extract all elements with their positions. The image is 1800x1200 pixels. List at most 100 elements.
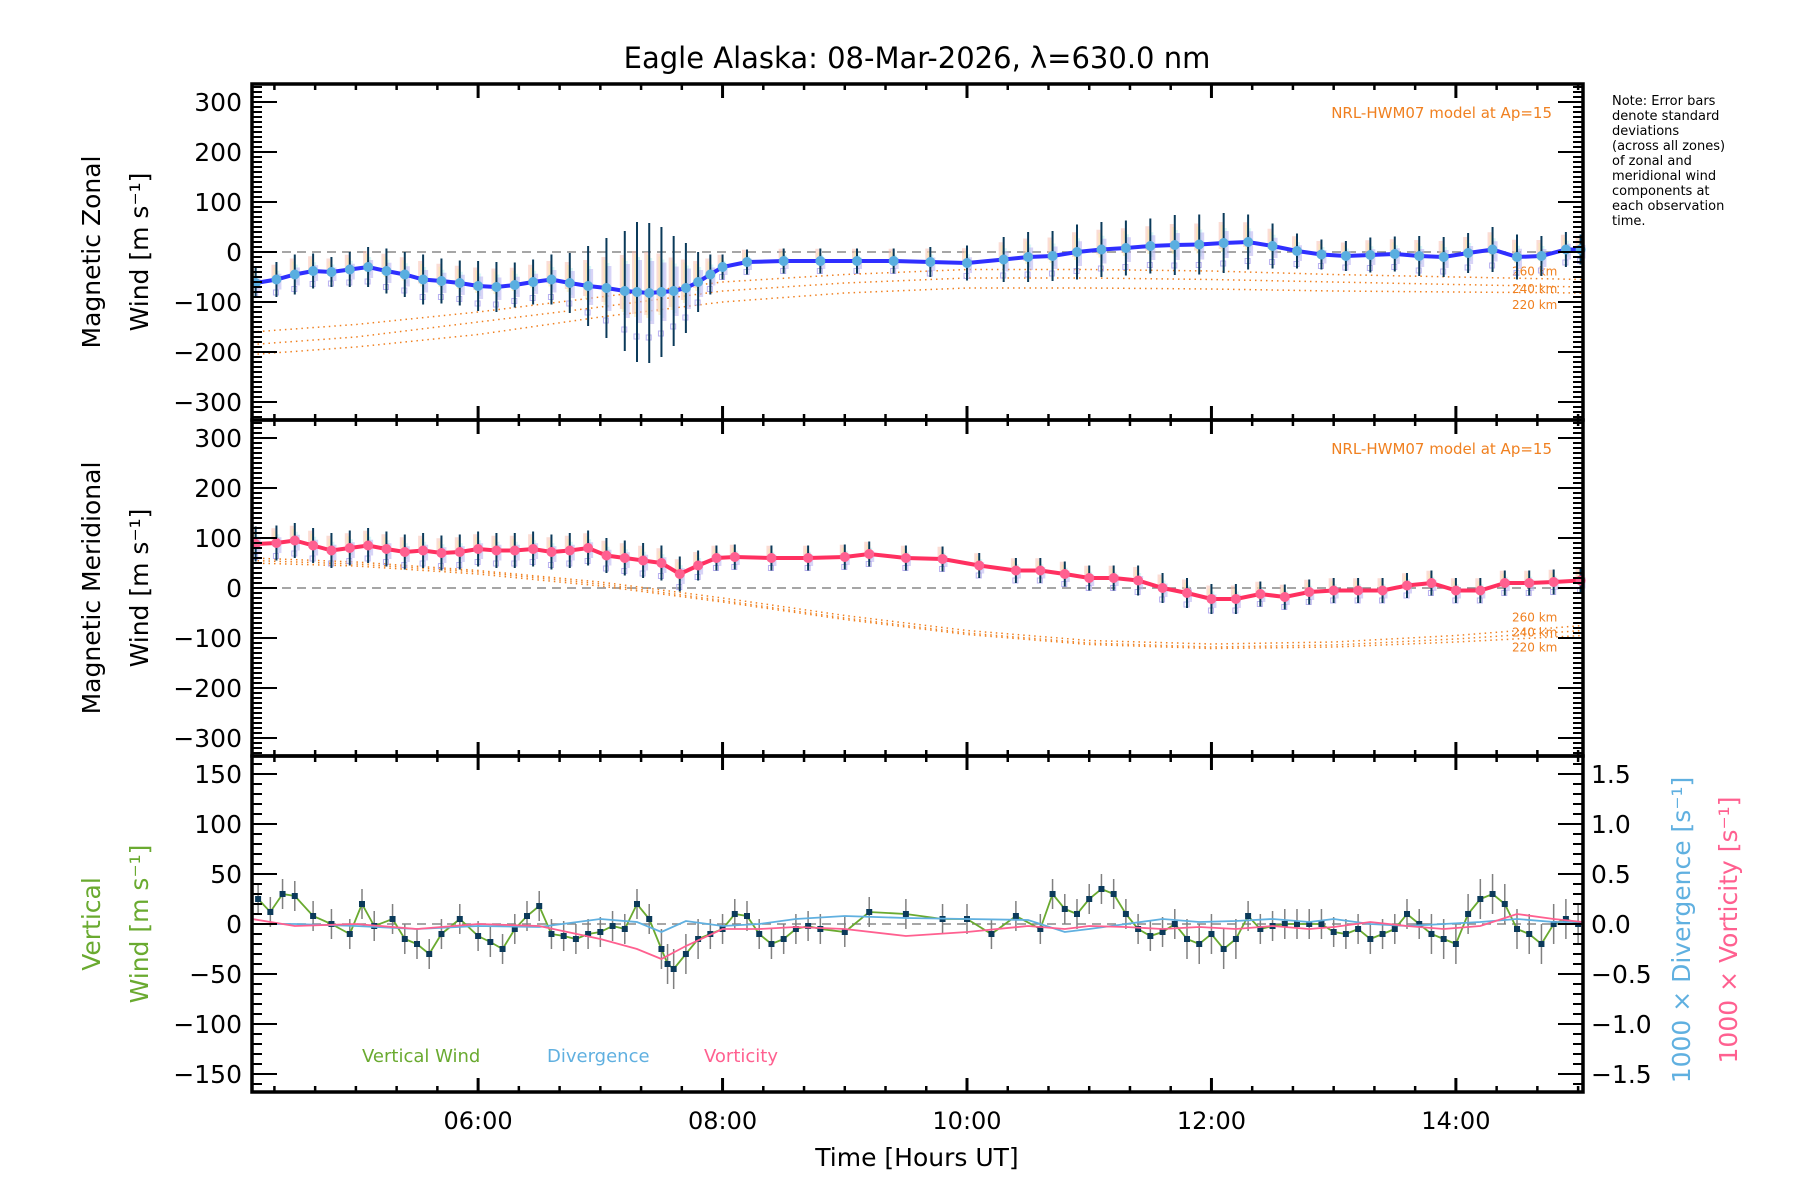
data-point — [841, 929, 848, 935]
data-point — [682, 951, 689, 957]
data-point — [1135, 926, 1142, 932]
data-point — [1477, 896, 1484, 902]
data-point — [601, 550, 612, 561]
data-point — [310, 913, 317, 919]
data-point — [1379, 931, 1386, 937]
data-point — [693, 560, 704, 571]
data-point — [817, 926, 824, 932]
data-point — [1061, 906, 1068, 912]
data-point — [1133, 575, 1144, 586]
x-axis-label: Time [Hours UT] — [814, 1143, 1018, 1172]
data-point — [1330, 929, 1337, 935]
data-point — [1414, 251, 1425, 261]
data-point — [1342, 931, 1349, 937]
data-point — [1218, 238, 1229, 248]
data-point — [619, 553, 630, 563]
data-point — [1512, 252, 1522, 262]
data-point — [1122, 911, 1129, 917]
data-point — [289, 535, 300, 546]
data-point — [1292, 246, 1302, 256]
data-point — [1526, 931, 1533, 937]
model-curve-260-km — [251, 268, 1584, 333]
data-point — [638, 555, 649, 566]
y2-tick-label: 0.0 — [1591, 910, 1631, 939]
data-point — [1294, 921, 1300, 927]
data-point — [1489, 891, 1496, 897]
data-point — [499, 946, 506, 952]
data-point — [454, 278, 465, 288]
data-point — [705, 269, 716, 280]
data-point — [805, 923, 812, 929]
data-point — [401, 936, 408, 942]
y-tick-label: 100 — [194, 188, 242, 217]
zonal-ylabel-line2: Wind [m s⁻¹] — [125, 173, 154, 332]
data-point — [389, 916, 396, 922]
data-point — [1169, 240, 1180, 250]
data-point — [866, 909, 873, 915]
x-tick-label: 10:00 — [932, 1107, 1001, 1135]
data-point — [1463, 248, 1474, 258]
data-point — [962, 258, 972, 268]
data-point — [864, 549, 875, 559]
data-point — [656, 287, 667, 297]
data-point — [902, 911, 909, 917]
y-tick-label: −100 — [173, 624, 242, 653]
data-point — [308, 540, 319, 551]
data-point — [1318, 921, 1325, 927]
data-point — [717, 262, 728, 272]
data-point — [778, 256, 789, 266]
data-point — [900, 553, 911, 563]
data-point — [524, 913, 530, 919]
legend-vorticity: Vorticity — [704, 1046, 778, 1067]
note-line: time. — [1612, 214, 1646, 229]
data-point — [1428, 931, 1435, 937]
divergence-y2label: 1000 × Divergence [s⁻¹] — [1667, 777, 1696, 1084]
data-point — [1184, 936, 1190, 942]
note-line: Note: Error bars — [1612, 94, 1716, 109]
model-curve-label: 220 km — [1512, 298, 1557, 312]
data-point — [381, 544, 392, 554]
data-point — [1255, 589, 1266, 599]
zonal-model-label: NRL-HWM07 model at Ap=15 — [1331, 104, 1552, 122]
data-point — [1465, 911, 1472, 917]
data-point — [646, 916, 653, 922]
data-point — [601, 283, 612, 293]
data-point — [271, 538, 282, 548]
x-tick-label: 12:00 — [1177, 1107, 1246, 1135]
data-point — [1404, 911, 1410, 917]
data-point — [1281, 921, 1288, 927]
model-curve-label: 260 km — [1512, 265, 1557, 279]
y-tick-label: 150 — [194, 760, 242, 789]
legend-divergence: Divergence — [547, 1046, 650, 1067]
error-bar-note: Note: Error bars denote standard deviati… — [1612, 94, 1782, 229]
y-tick-label: −300 — [173, 724, 242, 753]
y2-tick-label: −0.5 — [1591, 960, 1652, 989]
chart-title: Eagle Alaska: 08-Mar-2026, λ=630.0 nm — [624, 41, 1211, 75]
data-point — [491, 545, 502, 556]
y-tick-label: −150 — [173, 1060, 242, 1089]
data-point — [597, 929, 604, 935]
data-point — [1538, 941, 1545, 947]
model-curve-220-km — [251, 287, 1584, 356]
data-point — [271, 274, 282, 285]
data-point — [1499, 578, 1510, 588]
data-point — [528, 544, 539, 554]
data-point — [1120, 243, 1131, 253]
data-point — [792, 926, 799, 932]
data-point — [1389, 249, 1400, 259]
data-point — [546, 274, 557, 285]
data-point — [1159, 929, 1166, 935]
data-point — [1243, 237, 1254, 247]
note-line: (across all zones) — [1612, 139, 1726, 154]
note-line: each observation — [1612, 199, 1725, 214]
data-point — [438, 931, 445, 937]
model-curve-240-km — [251, 277, 1584, 346]
data-point — [536, 903, 543, 909]
data-point — [1096, 244, 1107, 255]
model-curve-220-km — [251, 562, 1584, 650]
y-tick-label: 0 — [226, 238, 242, 267]
data-point — [1426, 578, 1437, 588]
data-point — [695, 936, 702, 942]
vertical-ylabel-line1: Vertical — [77, 877, 106, 971]
